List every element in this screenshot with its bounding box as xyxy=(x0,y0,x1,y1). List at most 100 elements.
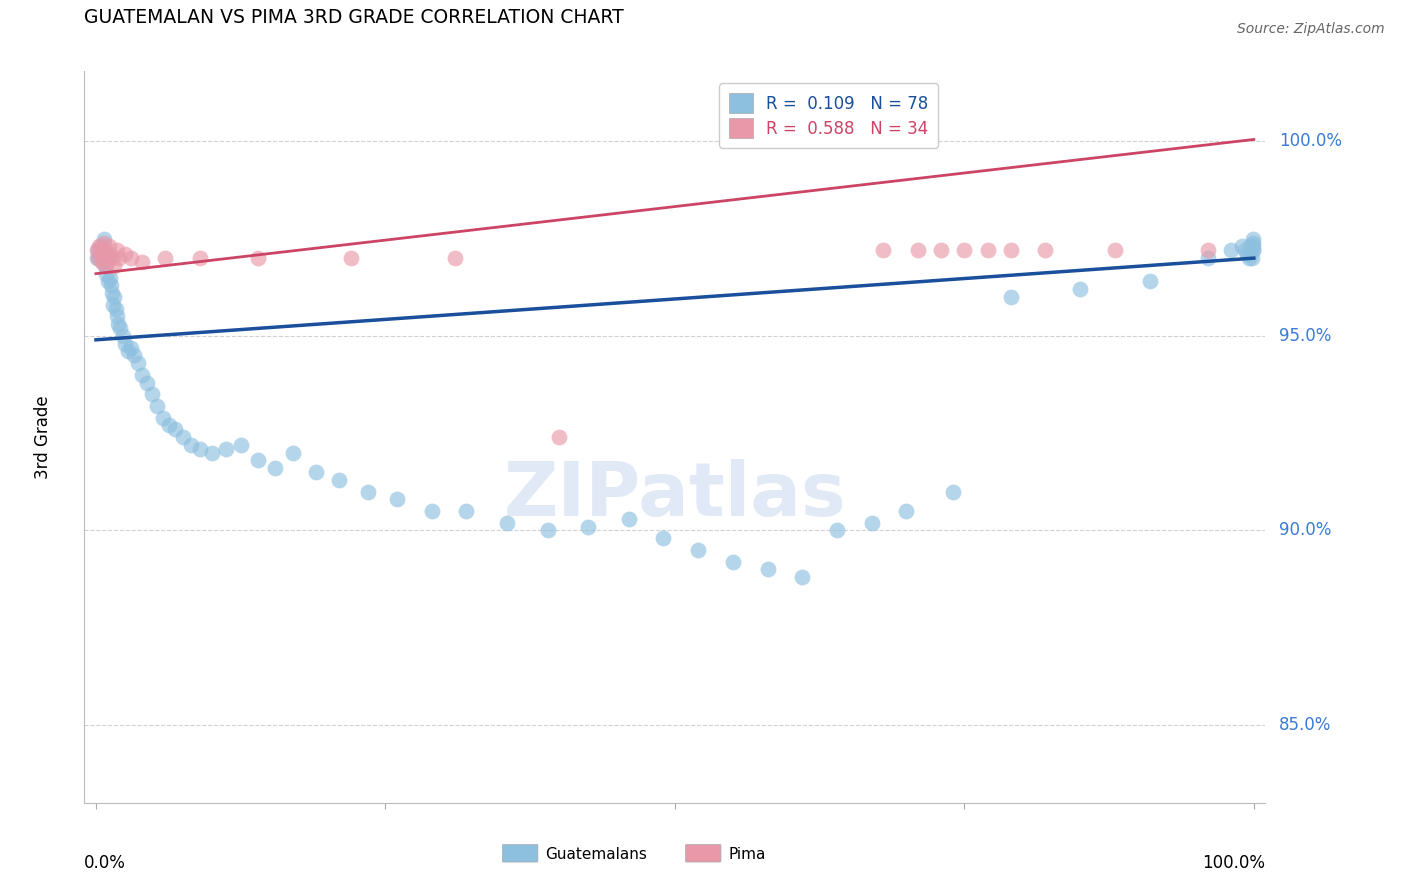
Point xyxy=(1104,244,1126,258)
Point xyxy=(157,418,180,433)
Point xyxy=(105,310,128,324)
Point xyxy=(135,376,157,390)
Point xyxy=(100,278,122,293)
Point xyxy=(127,356,149,370)
Point xyxy=(107,318,129,332)
Point xyxy=(247,453,270,467)
Text: Source: ZipAtlas.com: Source: ZipAtlas.com xyxy=(1237,22,1385,37)
FancyBboxPatch shape xyxy=(502,845,538,862)
Point xyxy=(90,247,112,261)
Point xyxy=(89,239,111,253)
Text: 85.0%: 85.0% xyxy=(1279,716,1331,734)
Point xyxy=(155,251,177,265)
Point xyxy=(1000,244,1022,258)
Text: GUATEMALAN VS PIMA 3RD GRADE CORRELATION CHART: GUATEMALAN VS PIMA 3RD GRADE CORRELATION… xyxy=(84,8,624,28)
Point xyxy=(87,251,110,265)
Point xyxy=(756,562,779,576)
Point xyxy=(188,442,211,456)
Point xyxy=(96,267,118,281)
Point xyxy=(1237,251,1260,265)
Point xyxy=(444,251,467,265)
Point xyxy=(1197,244,1219,258)
Text: 3rd Grade: 3rd Grade xyxy=(34,395,52,479)
Point xyxy=(652,531,675,545)
Point xyxy=(114,336,136,351)
Point xyxy=(686,542,709,557)
Point xyxy=(214,442,236,456)
Point xyxy=(1241,244,1264,258)
Point xyxy=(103,259,125,273)
Point xyxy=(131,368,153,382)
Point xyxy=(1241,239,1264,253)
Point xyxy=(86,251,108,265)
Point xyxy=(229,438,252,452)
Point xyxy=(201,445,224,459)
Point xyxy=(103,290,125,304)
FancyBboxPatch shape xyxy=(686,845,721,862)
Point xyxy=(1139,275,1161,289)
Point xyxy=(1236,247,1258,261)
Point xyxy=(536,524,558,538)
Point xyxy=(1035,244,1057,258)
Point xyxy=(103,298,125,312)
Point xyxy=(1219,244,1241,258)
Point xyxy=(108,251,131,265)
Point xyxy=(548,430,571,444)
Point xyxy=(617,512,640,526)
Point xyxy=(101,251,124,265)
Text: Pima: Pima xyxy=(728,847,765,862)
Text: ZIPatlas: ZIPatlas xyxy=(503,459,846,533)
Point xyxy=(91,244,114,258)
Point xyxy=(385,492,408,507)
Point xyxy=(120,251,142,265)
Point xyxy=(94,259,117,273)
Point xyxy=(942,484,965,499)
Text: 90.0%: 90.0% xyxy=(1279,522,1331,540)
Point xyxy=(907,244,929,258)
Point xyxy=(96,275,118,289)
Point xyxy=(93,235,115,250)
Point xyxy=(576,519,599,533)
Text: 100.0%: 100.0% xyxy=(1202,854,1265,872)
Point xyxy=(496,516,519,530)
Point xyxy=(1197,251,1219,265)
Point xyxy=(456,504,478,518)
Point xyxy=(94,251,117,265)
Point xyxy=(1233,244,1256,258)
Point xyxy=(825,524,848,538)
Point xyxy=(96,251,118,265)
Point xyxy=(188,251,211,265)
Point xyxy=(90,239,112,253)
Legend: R =  0.109   N = 78, R =  0.588   N = 34: R = 0.109 N = 78, R = 0.588 N = 34 xyxy=(720,83,938,148)
Point xyxy=(114,247,136,261)
Point xyxy=(872,244,894,258)
Point xyxy=(131,255,153,269)
Point xyxy=(86,244,108,258)
Point xyxy=(1069,282,1091,296)
Point xyxy=(90,247,112,261)
Point xyxy=(328,473,350,487)
Point xyxy=(1241,232,1264,246)
Point xyxy=(87,244,110,258)
Point xyxy=(896,504,918,518)
Point xyxy=(91,255,114,269)
Point xyxy=(105,244,128,258)
Point xyxy=(860,516,883,530)
Point xyxy=(305,465,328,479)
Point xyxy=(1232,239,1254,253)
Point xyxy=(120,341,142,355)
Point xyxy=(146,399,169,413)
Point xyxy=(93,232,115,246)
Point xyxy=(1240,251,1263,265)
Point xyxy=(264,461,287,475)
Point xyxy=(97,251,120,265)
Point xyxy=(90,255,112,269)
Point xyxy=(110,321,132,335)
Point xyxy=(792,570,814,584)
Point xyxy=(104,301,127,316)
Point xyxy=(117,344,139,359)
Point xyxy=(420,504,443,518)
Text: 95.0%: 95.0% xyxy=(1279,327,1331,345)
Point xyxy=(339,251,361,265)
Point xyxy=(357,484,380,499)
